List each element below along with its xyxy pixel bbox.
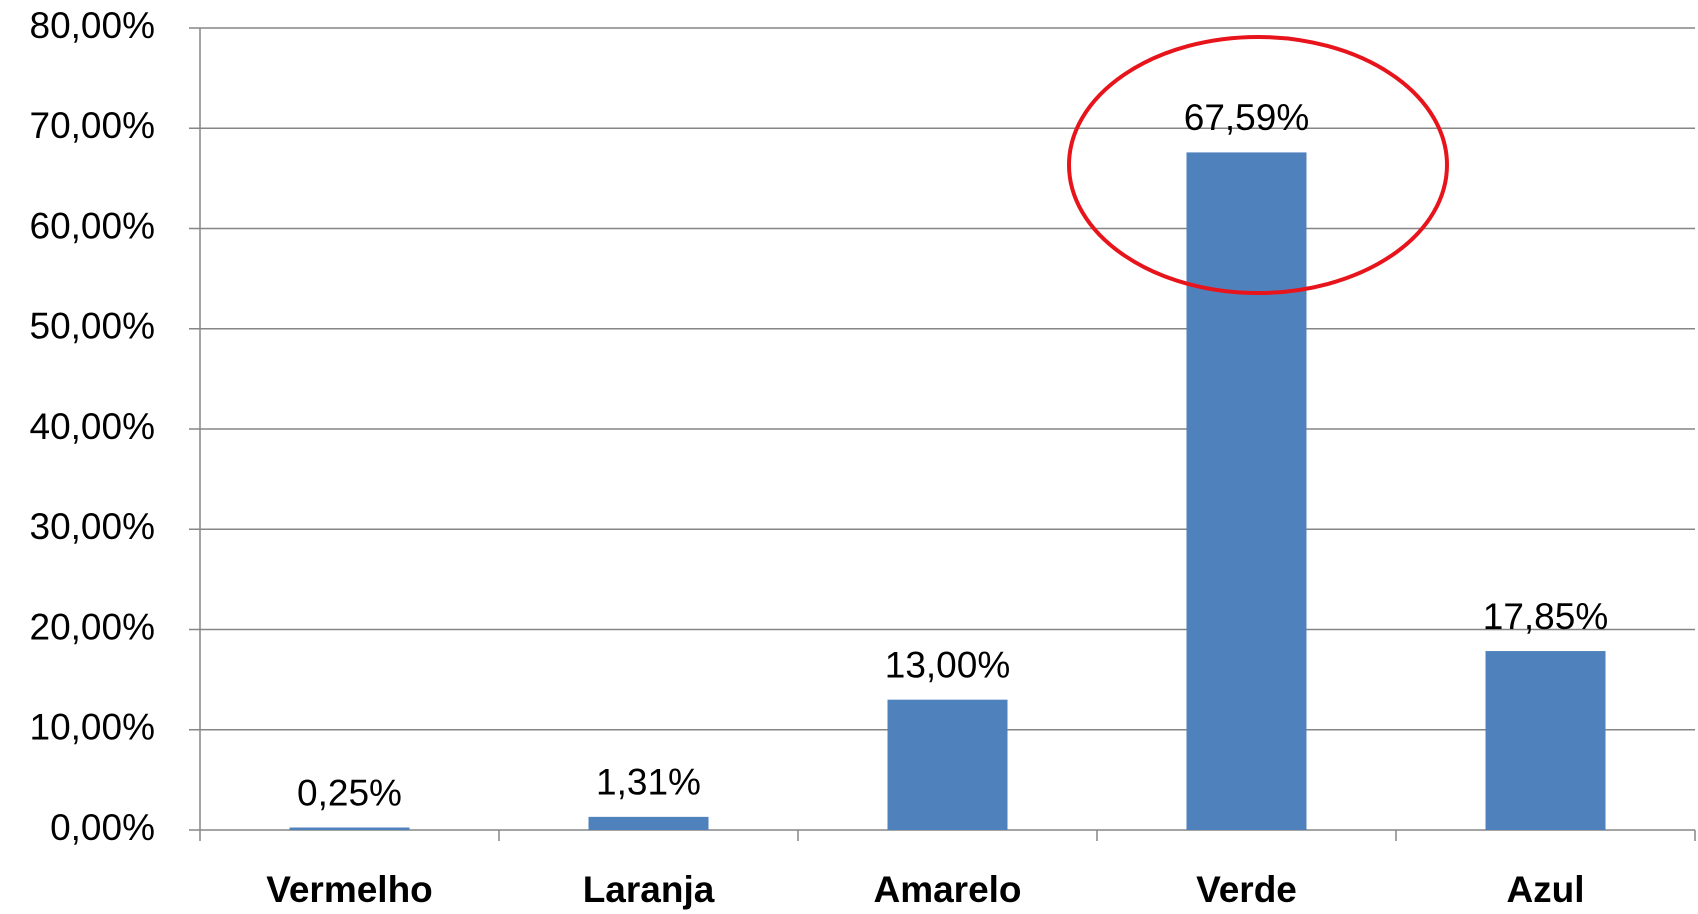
data-label: 1,31% [596, 762, 701, 803]
bar [887, 699, 1008, 830]
y-tick-label: 40,00% [30, 406, 156, 447]
y-tick-label: 30,00% [30, 506, 156, 547]
y-tick-label: 50,00% [30, 306, 156, 347]
data-label: 67,59% [1184, 97, 1310, 138]
x-tick-label: Amarelo [873, 869, 1021, 910]
x-tick-label: Vermelho [266, 869, 433, 910]
bar [1186, 152, 1307, 830]
y-tick-label: 10,00% [30, 707, 156, 748]
x-tick-label: Verde [1196, 869, 1297, 910]
data-label: 13,00% [885, 644, 1011, 685]
y-tick-label: 60,00% [30, 205, 156, 246]
highlight-ellipse [1067, 35, 1449, 295]
y-tick-label: 0,00% [50, 807, 155, 848]
bar [1485, 651, 1606, 830]
bar [289, 827, 410, 830]
data-label: 0,25% [297, 772, 402, 813]
y-tick-label: 20,00% [30, 606, 156, 647]
y-tick-label: 80,00% [30, 5, 156, 46]
y-tick-label: 70,00% [30, 105, 156, 146]
x-tick-label: Azul [1506, 869, 1584, 910]
bar [588, 816, 709, 830]
x-tick-label: Laranja [583, 869, 715, 910]
data-label: 17,85% [1483, 596, 1609, 637]
